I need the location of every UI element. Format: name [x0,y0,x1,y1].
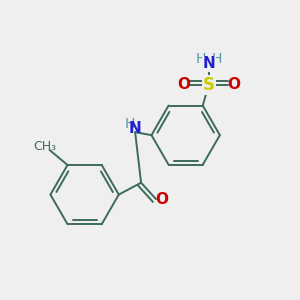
Text: H: H [195,52,206,67]
Text: H: H [124,117,135,131]
Text: H: H [212,52,222,67]
Text: O: O [155,191,168,206]
Text: O: O [227,77,240,92]
Text: CH₃: CH₃ [33,140,56,153]
Text: N: N [129,121,142,136]
Text: O: O [178,77,190,92]
Text: N: N [202,56,215,71]
Text: S: S [203,76,215,94]
